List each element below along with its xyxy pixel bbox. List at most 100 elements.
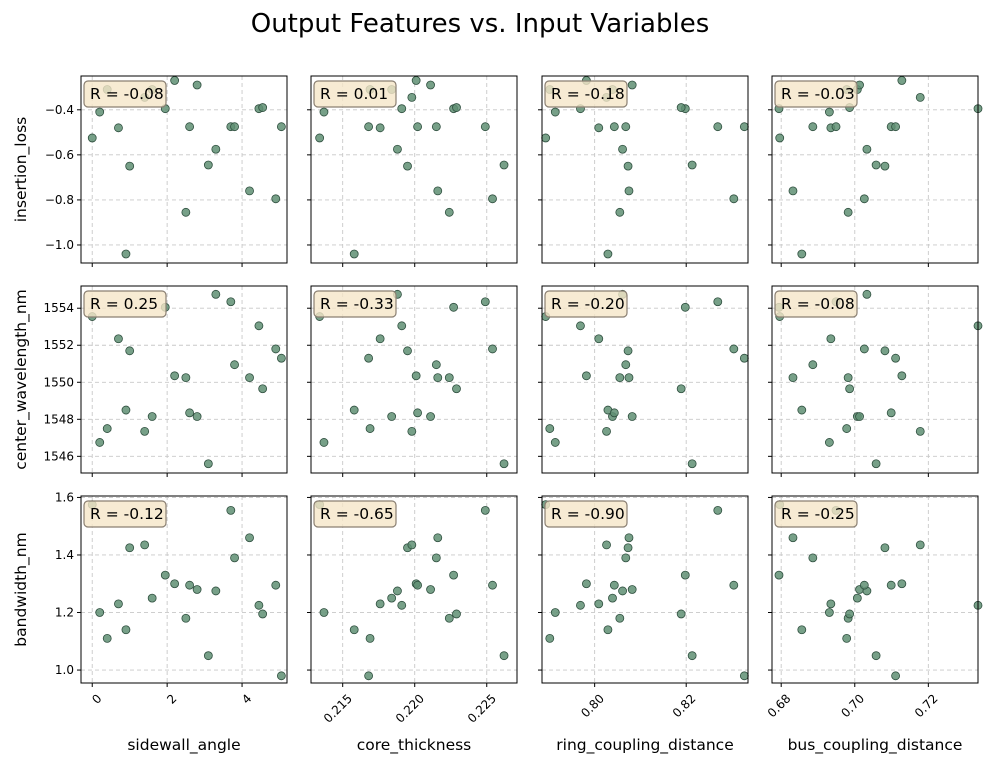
data-point [859,580,869,590]
data-point [387,412,397,421]
data-point [431,122,441,132]
data-point [845,609,855,619]
data-point [407,540,417,550]
x-tick-label: 0.215 [321,691,355,725]
data-point [170,371,180,381]
data-point [594,599,604,609]
x-axis-label: sidewall_angle [127,736,240,755]
y-axis-label: insertion_loss [12,117,31,223]
data-point [95,608,105,617]
y-tick-label: −1.0 [45,238,74,252]
data-point [433,533,443,543]
data-point [230,122,239,132]
data-point [499,651,509,661]
data-point [140,540,150,550]
data-point [826,599,836,609]
correlation-label: R = -0.12 [90,505,164,523]
axes-frame [541,285,749,474]
data-point [855,412,864,421]
x-tick-label: 0.225 [465,691,499,725]
data-point [915,93,925,102]
panel-insertion_loss-vs-sidewall_angle: −1.0 −0.8 −0.6 −0.4 R = -0.08 [45,75,288,267]
data-point [364,353,374,363]
data-point [480,505,490,515]
data-point [230,553,239,563]
x-tick-label: 0.68 [765,691,794,720]
panel-bandwidth_nm-vs-sidewall_angle: 0 2 4 1.0 1.2 1.4 1.6 R = -0.12 sidewall_angle [55,490,288,755]
data-point [276,353,286,363]
data-point [915,426,925,436]
panel-insertion_loss-vs-core_thickness: R = 0.01 [307,75,518,267]
data-point [365,424,375,433]
data-point [245,186,254,196]
data-point [147,593,157,603]
data-point [192,412,202,421]
correlation-label: R = -0.90 [551,505,625,523]
data-point [618,586,627,596]
data-point [185,122,195,132]
data-point [845,384,855,394]
data-point [623,346,633,356]
data-point [185,580,195,590]
correlation-label: R = -0.20 [551,295,625,313]
data-point [582,579,591,589]
axes-frame [771,75,979,264]
data-point [407,93,417,102]
data-point [739,353,749,363]
data-point [788,186,798,196]
data-point [211,586,221,596]
y-tick-label: −0.6 [45,148,74,162]
data-point [880,346,890,356]
axes-frame [80,495,288,684]
data-point [413,408,423,418]
x-tick-label: 0.80 [578,691,607,720]
data-point [87,133,97,143]
data-point [185,408,195,418]
data-point [230,360,239,370]
data-point [627,80,637,90]
axes-frame [310,495,518,684]
data-point [226,297,236,307]
data-point [831,122,841,132]
axes-frame [80,75,288,264]
data-point [226,505,236,515]
data-point [687,651,697,661]
y-axis-label: center_wavelength_nm [12,289,31,470]
data-point [397,104,407,114]
data-point [444,613,454,623]
data-point [891,122,900,132]
data-point [170,579,180,589]
data-point [550,438,560,447]
data-point [576,600,585,610]
data-point [680,302,690,312]
data-point [431,360,441,370]
data-point [624,373,634,383]
data-point [621,553,631,563]
y-tick-label: 1.4 [55,548,74,562]
data-point [245,533,254,543]
data-point [245,373,254,383]
correlation-label: R = -0.03 [781,85,855,103]
data-point [609,580,619,590]
data-point [125,346,135,356]
data-point [891,671,900,681]
data-point [739,671,749,681]
data-point [627,412,637,421]
data-point [788,533,798,543]
data-point [676,384,686,394]
data-point [258,609,268,619]
y-tick-label: −0.8 [45,193,74,207]
data-point [452,384,461,394]
y-tick-label: 1550 [43,375,74,389]
data-point [121,625,131,635]
data-point [624,186,634,196]
data-point [349,625,359,635]
y-tick-label: 1.2 [55,606,74,620]
data-point [449,570,459,580]
data-point [426,585,435,594]
data-point [729,194,739,204]
data-point [729,344,739,354]
data-point [862,144,872,154]
data-point [897,371,907,381]
data-point [797,625,807,635]
